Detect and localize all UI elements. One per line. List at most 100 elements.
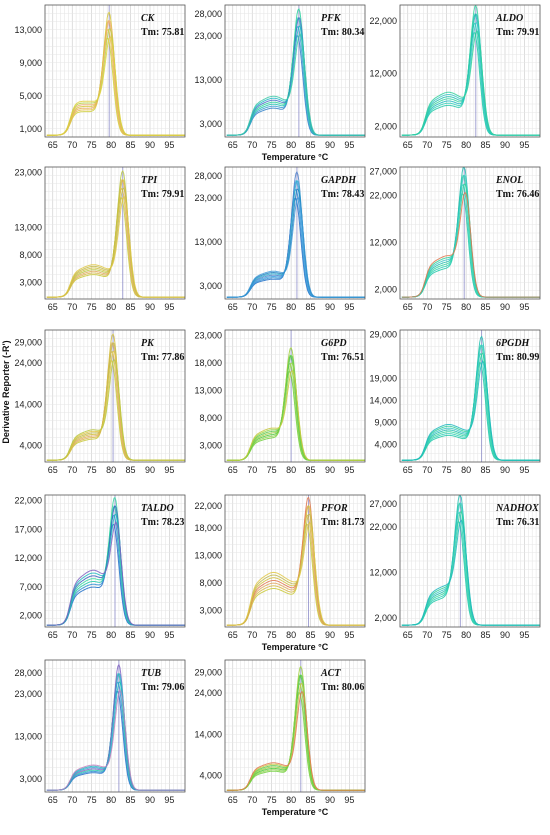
x-tick-label: 75 (87, 795, 97, 805)
y-tick-label: 22,000 (369, 190, 397, 200)
series-line (46, 195, 185, 298)
y-tick-label: 4,000 (374, 439, 397, 449)
y-tick-label: 2,000 (19, 611, 42, 621)
x-tick-label: 90 (325, 630, 335, 640)
y-tick-label: 8,000 (199, 413, 222, 423)
plot-frame (224, 659, 366, 793)
x-tick-label: 75 (87, 140, 97, 150)
y-tick-label: 14,000 (194, 729, 222, 739)
x-tick-label: 70 (67, 630, 77, 640)
y-tick-label: 12,000 (369, 237, 397, 247)
y-tick-label: 2,000 (374, 613, 397, 623)
x-tick-label: 90 (325, 465, 335, 475)
gene-name-pfor: PFOR (321, 503, 348, 514)
plot-frame (399, 494, 541, 628)
panel-ck: 65 70 75 80 85 90 95 1,000 5,000 9,000 13,000 CK Tm:… (14, 4, 186, 150)
gene-name-g6pd: G6PD (321, 338, 347, 349)
y-tick-label: 28,000 (194, 171, 222, 181)
panel-pk: 65 70 75 80 85 90 95 4,000 14,000 24,000 29,000 PK T… (14, 329, 186, 475)
x-tick-label: 95 (164, 140, 174, 150)
panel-6pgdh: 65 70 75 80 85 90 95 4,000 9,000 14,000 19,000 29,0… (369, 329, 541, 475)
tm-label-pfor: Tm: 81.73 (321, 517, 364, 528)
series-line (401, 30, 540, 136)
x-tick-label: 80 (286, 630, 296, 640)
x-tick-label: 85 (481, 302, 491, 312)
x-tick-label: 65 (403, 630, 413, 640)
x-tick-label: 70 (247, 795, 257, 805)
x-tick-label: 70 (67, 140, 77, 150)
series-line (46, 358, 185, 461)
x-axis-label: Temperature °C (262, 642, 329, 652)
panel-pfor: 65 70 75 80 85 90 95 3,000 8,000 13,000 18,000 22,0… (194, 494, 366, 652)
plot-frame (224, 166, 366, 300)
y-tick-label: 13,000 (194, 386, 222, 396)
x-tick-label: 95 (344, 795, 354, 805)
y-tick-label: 13,000 (14, 223, 42, 233)
x-tick-label: 90 (500, 140, 510, 150)
x-tick-label: 70 (67, 795, 77, 805)
gene-name-aldo: ALDO (495, 13, 523, 24)
y-tick-label: 27,000 (369, 167, 397, 177)
y-tick-label: 17,000 (14, 524, 42, 534)
x-tick-label: 95 (519, 302, 529, 312)
gene-name-gapdh: GAPDH (321, 175, 357, 186)
x-tick-label: 90 (325, 140, 335, 150)
y-tick-label: 13,000 (194, 551, 222, 561)
x-tick-label: 90 (500, 630, 510, 640)
plot-frame (44, 329, 186, 463)
panel-g6pd: 65 70 75 80 85 90 95 3,000 8,000 13,000 18,000 23,0… (194, 329, 366, 475)
x-tick-label: 65 (228, 630, 238, 640)
gene-name-pfk: PFK (321, 13, 342, 24)
x-tick-label: 90 (145, 795, 155, 805)
x-tick-label: 80 (286, 795, 296, 805)
plot-frame (399, 4, 541, 138)
gene-name-act: ACT (320, 668, 341, 679)
x-tick-label: 95 (164, 630, 174, 640)
x-tick-label: 90 (500, 302, 510, 312)
x-tick-label: 95 (164, 795, 174, 805)
series-line (226, 521, 365, 626)
tm-label-g6pd: Tm: 76.51 (321, 352, 364, 363)
x-tick-label: 65 (403, 140, 413, 150)
y-tick-label: 24,000 (14, 358, 42, 368)
y-tick-label: 3,000 (19, 774, 42, 784)
x-tick-label: 80 (106, 302, 116, 312)
tm-label-enol: Tm: 76.46 (496, 189, 539, 200)
panels-group: 65 70 75 80 85 90 95 1,000 5,000 9,000 13,000 CK Tm:… (14, 4, 541, 817)
x-tick-label: 65 (48, 630, 58, 640)
x-tick-label: 65 (48, 795, 58, 805)
x-tick-label: 65 (403, 465, 413, 475)
x-tick-label: 65 (228, 302, 238, 312)
x-tick-label: 90 (145, 630, 155, 640)
y-tick-label: 18,000 (194, 523, 222, 533)
x-tick-label: 70 (67, 302, 77, 312)
tm-label-tpi: Tm: 79.91 (141, 189, 184, 200)
y-tick-label: 19,000 (369, 373, 397, 383)
x-tick-label: 75 (267, 630, 277, 640)
y-tick-label: 28,000 (14, 668, 42, 678)
x-tick-label: 85 (306, 630, 316, 640)
x-tick-label: 80 (106, 140, 116, 150)
tm-label-tub: Tm: 79.06 (141, 682, 184, 693)
series-line (226, 33, 365, 136)
y-tick-label: 23,000 (194, 331, 222, 341)
y-tick-label: 29,000 (369, 329, 397, 339)
y-tick-label: 2,000 (374, 121, 397, 131)
x-tick-label: 70 (67, 465, 77, 475)
tm-label-ck: Tm: 75.81 (141, 27, 184, 38)
x-tick-label: 70 (422, 140, 432, 150)
plot-frame (224, 494, 366, 628)
x-tick-label: 65 (48, 140, 58, 150)
y-tick-label: 1,000 (19, 124, 42, 134)
tm-label-6pgdh: Tm: 80.99 (496, 352, 539, 363)
y-tick-label: 3,000 (199, 119, 222, 129)
y-tick-label: 4,000 (19, 441, 42, 451)
y-tick-label: 23,000 (14, 689, 42, 699)
series-line (401, 519, 540, 626)
x-tick-label: 95 (344, 630, 354, 640)
gene-name-pk: PK (141, 338, 155, 349)
x-tick-label: 85 (306, 795, 316, 805)
y-tick-label: 3,000 (199, 441, 222, 451)
series-line (46, 689, 185, 791)
y-tick-label: 22,000 (369, 522, 397, 532)
